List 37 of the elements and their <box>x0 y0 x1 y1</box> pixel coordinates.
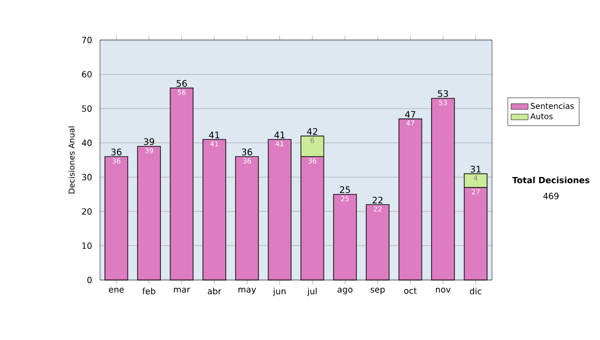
x-tick-label: dic <box>470 288 482 294</box>
text: 469 <box>543 192 559 200</box>
total-label: 53 <box>438 90 448 98</box>
y-tick-label: 40 <box>82 140 92 146</box>
legend-label: Autos <box>530 113 553 120</box>
total-label: 56 <box>176 80 187 87</box>
y-tick-label: 10 <box>82 242 92 249</box>
legend-label: Sentencias <box>530 102 574 109</box>
y-tick-label: 50 <box>82 105 92 112</box>
x-tick-label: ago <box>338 288 352 294</box>
y-tick-label: 30 <box>82 174 92 180</box>
y-tick-label: 0 <box>87 276 92 284</box>
total-label: 31 <box>470 166 481 173</box>
text: Total Decisiones <box>512 176 590 184</box>
x-tick-label: abr <box>208 288 222 294</box>
x-tick-label: mar <box>174 288 190 293</box>
x-tick-label: ene <box>108 288 124 293</box>
x-tick-label: oct <box>404 288 417 294</box>
x-tick-label: nov <box>436 288 451 293</box>
total-label: 42 <box>307 128 318 135</box>
x-tick-label: sep <box>370 288 385 294</box>
y-tick-label: 70 <box>82 36 92 44</box>
y-axis-title: Decisiones Anual <box>68 126 75 194</box>
total-label: 36 <box>111 148 122 156</box>
y-tick-label: 60 <box>82 71 92 78</box>
x-tick-label: jul <box>307 288 317 296</box>
total-label: 36 <box>242 148 252 156</box>
x-tick-label: feb <box>142 288 156 294</box>
x-tick-label: jun <box>272 288 286 296</box>
total-label: 47 <box>405 111 416 118</box>
total-label: 25 <box>340 186 350 194</box>
y-tick-label: 20 <box>82 208 92 215</box>
total-label: 41 <box>274 132 285 138</box>
total-label: 41 <box>209 132 220 138</box>
total-label: 39 <box>144 138 154 146</box>
x-tick-label: may <box>238 288 256 294</box>
total-label: 22 <box>372 196 382 204</box>
